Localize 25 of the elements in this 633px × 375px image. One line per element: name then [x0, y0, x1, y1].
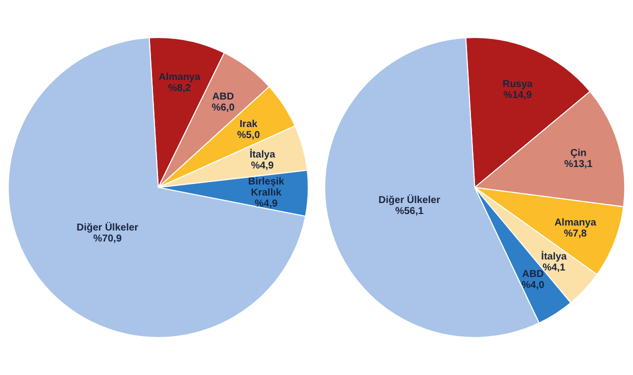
data-label: %4,0: [522, 280, 545, 291]
slice-label: Birleşik Krallık: [248, 176, 285, 199]
pie-slice: [8, 37, 306, 338]
slice-label: Almanya: [554, 217, 597, 228]
data-label: %4,1: [542, 262, 566, 274]
slice-label: Almanya: [158, 72, 201, 84]
data-label: %13,1: [564, 158, 594, 170]
data-label: %5,0: [237, 130, 260, 141]
slice-label: Diğer Ülkeler: [378, 194, 440, 206]
slice-label: Rusya: [502, 78, 534, 90]
slice-label: ABD: [212, 92, 234, 103]
data-label: %7,8: [564, 228, 588, 240]
data-label: %14,9: [503, 90, 532, 101]
data-label: %4,9: [250, 160, 274, 172]
data-label: %6,0: [212, 102, 235, 114]
data-label: %56,1: [395, 206, 424, 217]
slice-label: Çin: [570, 148, 587, 159]
slice-label: İtalya: [541, 250, 568, 262]
slice-label: ABD: [522, 268, 544, 280]
data-label: %4,9: [254, 198, 278, 210]
data-label: %70,9: [93, 233, 122, 244]
data-label: %8,2: [168, 83, 192, 94]
slice-label: İtalya: [250, 148, 276, 160]
slice-label: Diğer Ülkeler: [76, 221, 138, 234]
slice-label: Irak: [240, 118, 258, 130]
